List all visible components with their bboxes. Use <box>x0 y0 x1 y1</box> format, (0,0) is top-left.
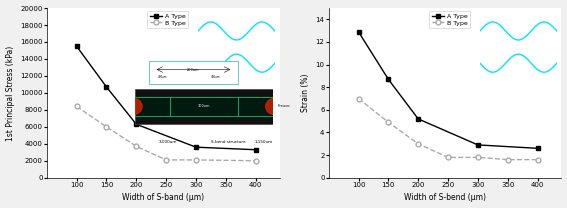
B Type <box>415 142 422 145</box>
B Type <box>193 159 200 161</box>
Line: B Type: B Type <box>356 96 540 162</box>
B Type <box>133 145 139 148</box>
A Type <box>355 31 362 33</box>
A Type <box>193 146 200 149</box>
A Type <box>415 118 422 120</box>
B Type <box>534 158 541 161</box>
A Type <box>133 123 139 125</box>
Line: B Type: B Type <box>74 104 258 163</box>
A Type <box>534 147 541 150</box>
Y-axis label: Strain (%): Strain (%) <box>301 74 310 112</box>
A Type <box>385 78 392 80</box>
B Type <box>504 158 511 161</box>
Legend: A Type, B Type: A Type, B Type <box>429 11 470 28</box>
A Type <box>103 86 110 88</box>
Line: A Type: A Type <box>74 44 258 152</box>
Text: 3,000um: 3,000um <box>159 140 177 144</box>
B Type <box>252 160 259 162</box>
Text: S-bend structure: S-bend structure <box>211 140 246 144</box>
A Type <box>73 45 80 47</box>
A Type <box>252 149 259 151</box>
B Type <box>103 126 110 128</box>
A Type <box>475 144 481 146</box>
B Type <box>355 97 362 100</box>
Line: A Type: A Type <box>356 29 540 151</box>
B Type <box>163 159 170 161</box>
Legend: A Type, B Type: A Type, B Type <box>147 11 188 28</box>
B Type <box>73 105 80 108</box>
X-axis label: Width of S-bend (μm): Width of S-bend (μm) <box>404 193 486 202</box>
X-axis label: Width of S-band (μm): Width of S-band (μm) <box>122 193 204 202</box>
Text: 1,150um: 1,150um <box>254 140 272 144</box>
B Type <box>385 121 392 124</box>
B Type <box>475 156 481 159</box>
Y-axis label: 1st Principal Stress (kPa): 1st Principal Stress (kPa) <box>6 45 15 141</box>
B Type <box>445 156 451 159</box>
